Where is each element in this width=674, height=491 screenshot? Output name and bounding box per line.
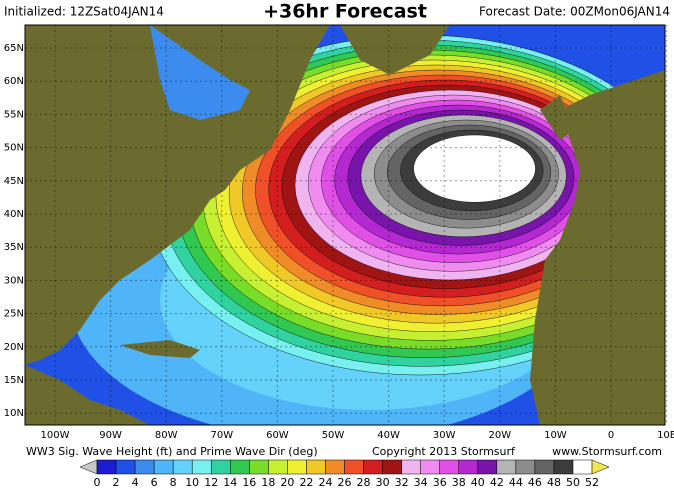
colorbar-swatch <box>553 459 574 475</box>
lat-label: 10N <box>4 408 24 419</box>
colorbar-label: 50 <box>566 476 580 489</box>
colorbar-swatch <box>439 459 460 475</box>
lat-label: 65N <box>4 43 24 54</box>
colorbar-swatch <box>153 459 174 475</box>
colorbar-label: 48 <box>547 476 561 489</box>
colorbar-label: 12 <box>204 476 218 489</box>
colorbar-swatch <box>249 459 269 475</box>
footer-website: www.Stormsurf.com <box>552 445 662 458</box>
colorbar-swatch <box>325 459 345 475</box>
lon-label: 0 <box>608 430 614 441</box>
colorbar-label: 10 <box>185 476 199 489</box>
colorbar-swatch <box>496 459 517 475</box>
lat-label: 45N <box>4 176 24 187</box>
colorbar-swatch <box>572 459 593 475</box>
colorbar-label: 14 <box>223 476 237 489</box>
colorbar-label: 34 <box>414 476 428 489</box>
colorbar-label: 8 <box>170 476 177 489</box>
colorbar-over <box>591 459 610 475</box>
map-area <box>25 25 665 425</box>
lon-label: 100W <box>41 430 70 441</box>
lon-label: 20W <box>488 430 511 441</box>
title: +36hr Forecast <box>263 1 427 23</box>
colorbar-swatch <box>268 459 288 475</box>
lat-label: 15N <box>4 375 24 386</box>
colorbar-label: 20 <box>280 476 294 489</box>
storm-ring <box>413 134 536 203</box>
colorbar-label: 0 <box>94 476 101 489</box>
storm <box>149 34 665 376</box>
colorbar-swatch <box>191 459 212 475</box>
colorbar-swatch <box>96 459 117 475</box>
colorbar-swatch <box>306 459 326 475</box>
colorbar-label: 44 <box>509 476 523 489</box>
initialized-label: Initialized: 12ZSat04JAN14 <box>4 5 164 19</box>
colorbar-label: 22 <box>299 476 313 489</box>
colorbar-swatch <box>458 459 479 475</box>
lon-label: 90W <box>99 430 122 441</box>
colorbar-label: 32 <box>395 476 409 489</box>
colorbar-label: 26 <box>338 476 352 489</box>
map-frame <box>24 24 666 426</box>
lon-label: 50W <box>322 430 345 441</box>
colorbar-label: 24 <box>318 476 332 489</box>
colorbar-swatch <box>401 459 421 475</box>
lon-label: 70W <box>210 430 233 441</box>
colorbar-swatch <box>134 459 155 475</box>
lat-label: 25N <box>4 309 24 320</box>
colorbar-swatch <box>382 459 402 475</box>
lat-label: 50N <box>4 143 24 154</box>
colorbar-label: 18 <box>261 476 275 489</box>
colorbar-swatch <box>363 459 383 475</box>
colorbar-swatch <box>477 459 498 475</box>
footer-copyright: Copyright 2013 Stormsurf <box>372 445 516 458</box>
colorbar-swatch <box>230 459 250 475</box>
hudson-bay <box>150 25 250 120</box>
colorbar-label: 28 <box>357 476 371 489</box>
lon-label: 10E <box>657 430 674 441</box>
lon-label: 60W <box>266 430 289 441</box>
lat-label: 55N <box>4 109 24 120</box>
colorbar-under <box>79 459 98 475</box>
colorbar-label: 6 <box>151 476 158 489</box>
lon-label: 10W <box>544 430 567 441</box>
colorbar-swatch <box>115 459 136 475</box>
colorbar-swatch <box>210 459 231 475</box>
lon-label: 30W <box>433 430 456 441</box>
lat-label: 35N <box>4 242 24 253</box>
lon-label: 40W <box>377 430 400 441</box>
colorbar-label: 4 <box>132 476 139 489</box>
colorbar-label: 42 <box>490 476 504 489</box>
footer-description: WW3 Sig. Wave Height (ft) and Prime Wave… <box>26 445 318 458</box>
lon-label: 80W <box>155 430 178 441</box>
land-caribbean <box>120 340 200 358</box>
land-europe-africa <box>530 70 665 425</box>
colorbar-label: 2 <box>113 476 120 489</box>
land-greenland <box>340 25 450 75</box>
colorbar-label: 40 <box>471 476 485 489</box>
colorbar-label: 46 <box>528 476 542 489</box>
land-north-america <box>25 25 330 365</box>
colorbar-label: 16 <box>242 476 256 489</box>
lat-label: 60N <box>4 76 24 87</box>
colorbar-label: 36 <box>433 476 447 489</box>
colorbar-swatch <box>515 459 536 475</box>
colorbar-swatch <box>172 459 193 475</box>
land-central-america <box>25 365 150 425</box>
colorbar-swatch <box>344 459 364 475</box>
lat-label: 40N <box>4 209 24 220</box>
colorbar-swatch <box>287 459 307 475</box>
colorbar-label: 38 <box>452 476 466 489</box>
forecast-date: Forecast Date: 00ZMon06JAN14 <box>479 5 670 19</box>
land-british-isles <box>540 95 575 140</box>
lat-label: 30N <box>4 275 24 286</box>
colorbar-swatch <box>534 459 555 475</box>
colorbar-label: 52 <box>585 476 599 489</box>
lat-label: 20N <box>4 342 24 353</box>
colorbar-label: 30 <box>376 476 390 489</box>
colorbar-swatch <box>420 459 440 475</box>
